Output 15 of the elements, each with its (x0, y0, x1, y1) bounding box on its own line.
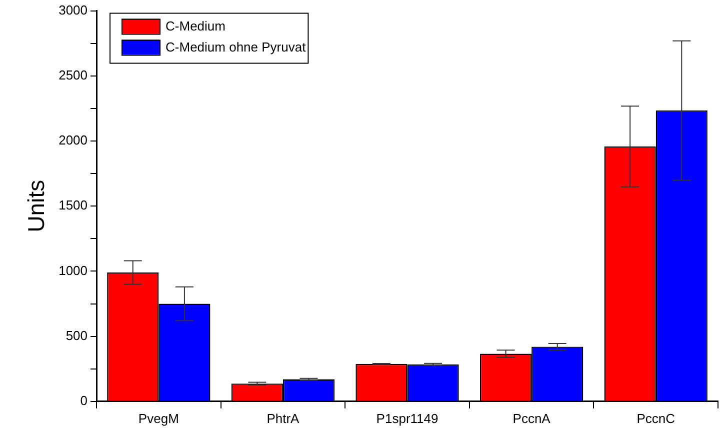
x-tick-label: PhtrA (266, 410, 300, 426)
y-tick-label: 1000 (58, 262, 88, 278)
x-tick-label: PccnC (636, 410, 675, 426)
y-tick-label: 2000 (58, 132, 88, 148)
y-axis-title: Units (23, 180, 50, 232)
legend-label: C-Medium (166, 18, 226, 34)
x-tick-label: P1spr1149 (376, 410, 438, 426)
x-tick-label: PccnA (512, 410, 551, 426)
x-tick-label: PvegM (138, 410, 179, 426)
y-tick-label: 2500 (58, 67, 88, 82)
y-tick-label: 3000 (58, 2, 88, 18)
y-tick-label: 1500 (58, 198, 88, 213)
legend-label: C-Medium ohne Pyruvat (166, 39, 306, 54)
y-tick-label: 0 (80, 392, 88, 408)
y-tick-label: 500 (66, 328, 88, 343)
